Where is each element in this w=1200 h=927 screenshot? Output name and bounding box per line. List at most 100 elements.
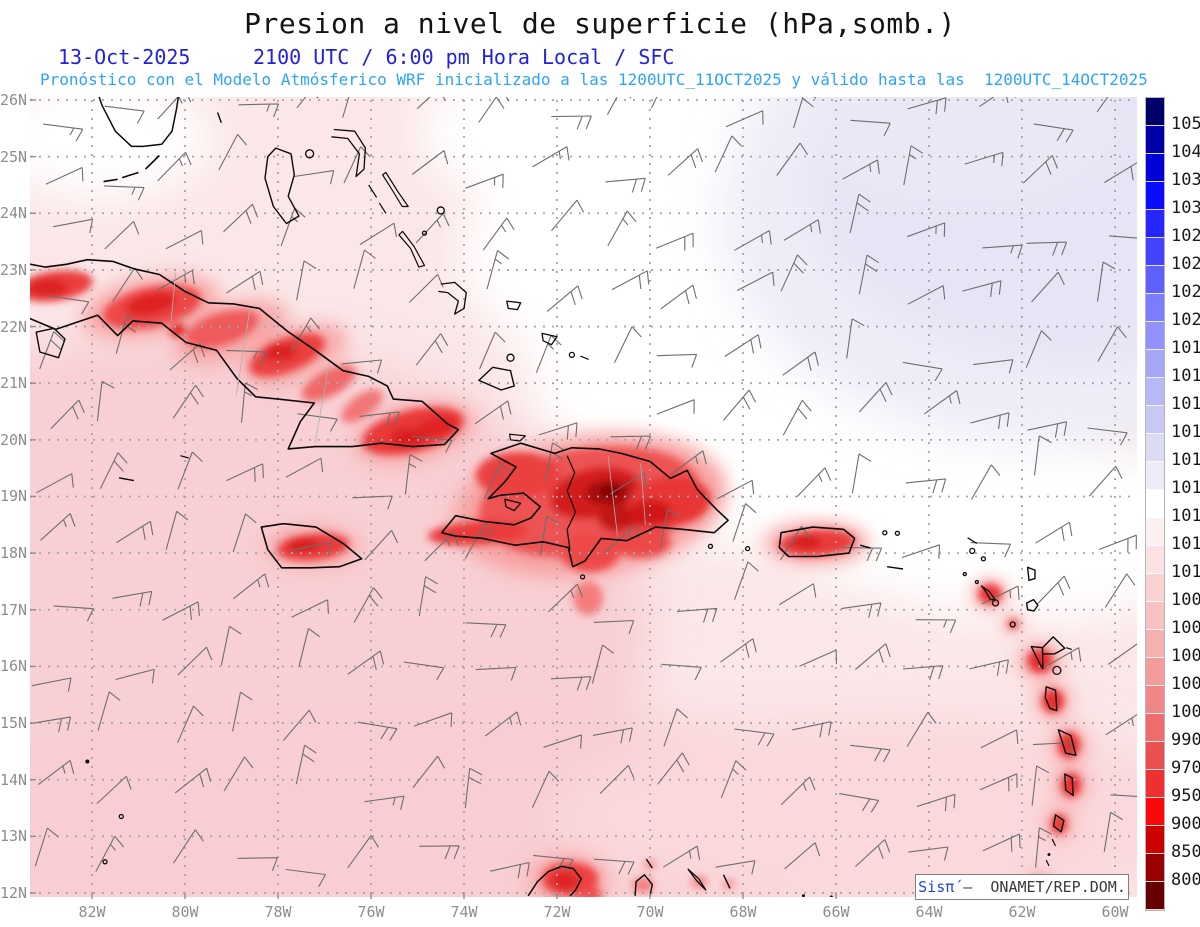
wind-barb	[96, 775, 132, 805]
wind-barb	[902, 361, 943, 382]
coast-providencia	[118, 813, 124, 820]
wind-barb	[780, 254, 808, 292]
wind-barb	[478, 97, 510, 123]
lat-tick-label: 15N	[0, 714, 28, 733]
colorbar-tick-label: 1028	[1171, 226, 1200, 246]
wind-barb	[53, 605, 94, 622]
wind-barb	[610, 435, 652, 450]
wind-barb	[780, 776, 816, 806]
wind-barb	[714, 135, 742, 173]
coast-eleuthera	[331, 128, 367, 178]
colorbar-swatch	[1146, 546, 1164, 574]
wind-barb	[416, 97, 446, 110]
colorbar-tick-label: 1035	[1171, 170, 1200, 190]
colorbar-swatch	[1146, 154, 1164, 182]
coast-crooked-acklins	[438, 281, 467, 315]
wind-barb	[342, 97, 350, 118]
wind-barb	[1043, 647, 1082, 668]
pressure-blob	[287, 538, 319, 552]
wind-barb	[40, 513, 76, 541]
wind-barb	[611, 270, 650, 291]
wind-barb	[594, 858, 635, 875]
pressure-blob	[573, 581, 603, 615]
wind-barb	[218, 134, 248, 171]
lat-tick-label: 25N	[0, 147, 28, 166]
colorbar-tick-label: 1012	[1171, 534, 1200, 554]
colorbar-tick-label: 1016	[1171, 422, 1200, 442]
colorbar-tick-label: 1017	[1171, 394, 1200, 414]
coast-grenadines	[1045, 859, 1050, 867]
wind-barb	[906, 711, 937, 747]
wind-barb	[285, 868, 326, 887]
colorbar-swatch	[1146, 630, 1164, 658]
colorbar-tick-label: 1015	[1171, 450, 1200, 470]
colorbar-tick-label: 800	[1171, 870, 1200, 890]
wind-barb	[1022, 155, 1059, 184]
coast-aruba	[645, 858, 653, 869]
lat-tick-label: 19N	[0, 487, 28, 506]
wind-barb	[663, 708, 688, 747]
coast-guajira	[527, 865, 582, 897]
coast-isla-juventud	[35, 327, 66, 359]
coast-virgin-is	[894, 530, 901, 536]
wind-barb	[464, 523, 495, 559]
wind-barb	[484, 711, 522, 737]
wind-barb	[651, 97, 658, 109]
wind-barb	[532, 146, 570, 168]
coast-virgin-is	[882, 530, 888, 536]
pressure-blob	[263, 343, 297, 361]
wind-barb	[165, 230, 204, 250]
wind-barb	[1096, 261, 1116, 302]
wind-barb	[282, 709, 317, 741]
wind-barb	[1035, 827, 1052, 868]
wind-barb	[357, 721, 398, 741]
wind-barb	[347, 650, 385, 675]
wind-barb	[177, 451, 203, 490]
wind-barb	[609, 472, 648, 495]
colorbar-swatch	[1146, 518, 1164, 546]
wind-barb	[591, 644, 615, 684]
wind-barb	[341, 359, 383, 374]
wind-barb	[791, 721, 832, 738]
wind-barb	[839, 793, 880, 813]
wind-barb	[1110, 794, 1137, 798]
pressure-blob	[185, 309, 259, 349]
wind-barb	[905, 478, 947, 494]
pressure-blob	[476, 452, 560, 498]
wind-barb	[53, 218, 94, 234]
wind-barb	[614, 326, 642, 363]
wind-barb	[296, 260, 317, 301]
lat-tick-label: 22N	[0, 317, 28, 336]
wind-barb	[232, 513, 257, 553]
wind-barb	[95, 835, 125, 872]
wind-barb	[1104, 162, 1137, 183]
lat-tick-label: 12N	[0, 883, 28, 902]
pressure-blob	[600, 485, 620, 497]
wind-barb	[290, 317, 320, 353]
wind-barb	[962, 280, 1002, 298]
colorbar-swatch	[1146, 742, 1164, 770]
wind-barb	[479, 331, 506, 370]
colorbar-swatch	[1146, 98, 1164, 126]
lon-tick-label: 66W	[822, 903, 850, 921]
wind-barbs-layer	[30, 97, 1137, 887]
wind-barb	[1087, 427, 1128, 446]
colorbar-tick-label: 1013	[1171, 506, 1200, 526]
colorbar-swatch	[1146, 798, 1164, 826]
lon-tick-label: 82W	[78, 903, 106, 921]
wind-barb	[546, 285, 583, 312]
lat-tick-label: 13N	[0, 827, 28, 846]
wind-barb	[842, 159, 880, 180]
coast-cayman	[180, 455, 189, 459]
coast-paraguana	[634, 874, 653, 896]
coast-puerto-rico	[778, 526, 856, 558]
wind-barb	[659, 508, 680, 549]
wind-barb	[551, 115, 592, 130]
wind-barb	[607, 210, 637, 247]
wind-barb	[116, 520, 154, 544]
pressure-blob	[611, 526, 671, 558]
colorbar-tick-label: 1030	[1171, 198, 1200, 218]
wind-barb	[779, 583, 817, 606]
wind-barb	[970, 412, 1010, 430]
coast-rum-cay	[421, 230, 428, 236]
